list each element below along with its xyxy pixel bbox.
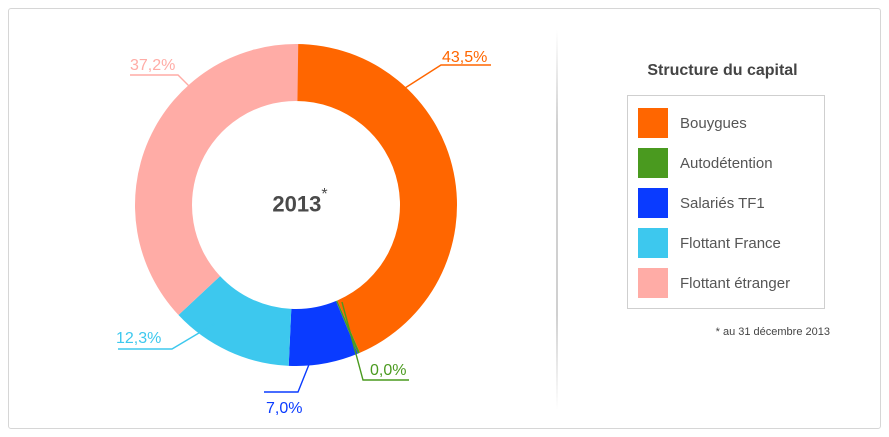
donut-slice xyxy=(296,44,457,353)
leader-line xyxy=(341,301,409,381)
legend-swatch xyxy=(638,268,668,298)
legend-swatch xyxy=(638,228,668,258)
panel-divider xyxy=(556,30,558,410)
legend-title: Structure du capital xyxy=(647,62,798,79)
legend-item-bouygues: Bouygues xyxy=(638,108,747,138)
legend-label: Bouygues xyxy=(680,114,747,132)
donut-slice xyxy=(135,44,299,316)
leader-line xyxy=(264,361,311,393)
legend-item-flottant-etranger: Flottant étranger xyxy=(638,268,790,298)
center-asterisk: * xyxy=(321,186,328,203)
legend-label: Flottant France xyxy=(680,234,781,252)
leader-line xyxy=(118,323,215,350)
legend-swatch xyxy=(638,188,668,218)
leader-line xyxy=(404,64,491,89)
value-label: 37,2% xyxy=(130,57,175,74)
value-label: 12,3% xyxy=(116,330,161,347)
legend-item-autodetention: Autodétention xyxy=(638,148,773,178)
legend-item-salaries: Salariés TF1 xyxy=(638,188,765,218)
footnote: * au 31 décembre 2013 xyxy=(715,326,830,338)
leader-line xyxy=(130,74,191,88)
legend: Bouygues Autodétention Salariés TF1 Flot… xyxy=(627,95,825,309)
legend-swatch xyxy=(638,108,668,138)
value-label: 0,0% xyxy=(370,362,406,379)
value-label: 43,5% xyxy=(442,49,487,66)
legend-label: Autodétention xyxy=(680,154,773,172)
donut-slice xyxy=(178,276,292,366)
legend-label: Salariés TF1 xyxy=(680,194,765,212)
donut-slice xyxy=(335,300,360,354)
legend-label: Flottant étranger xyxy=(680,274,791,292)
legend-item-flottant-france: Flottant France xyxy=(638,228,781,258)
center-year-label: 2013* xyxy=(272,186,328,217)
value-label: 7,0% xyxy=(266,400,302,417)
donut-slice xyxy=(288,301,358,366)
legend-swatch xyxy=(638,148,668,178)
